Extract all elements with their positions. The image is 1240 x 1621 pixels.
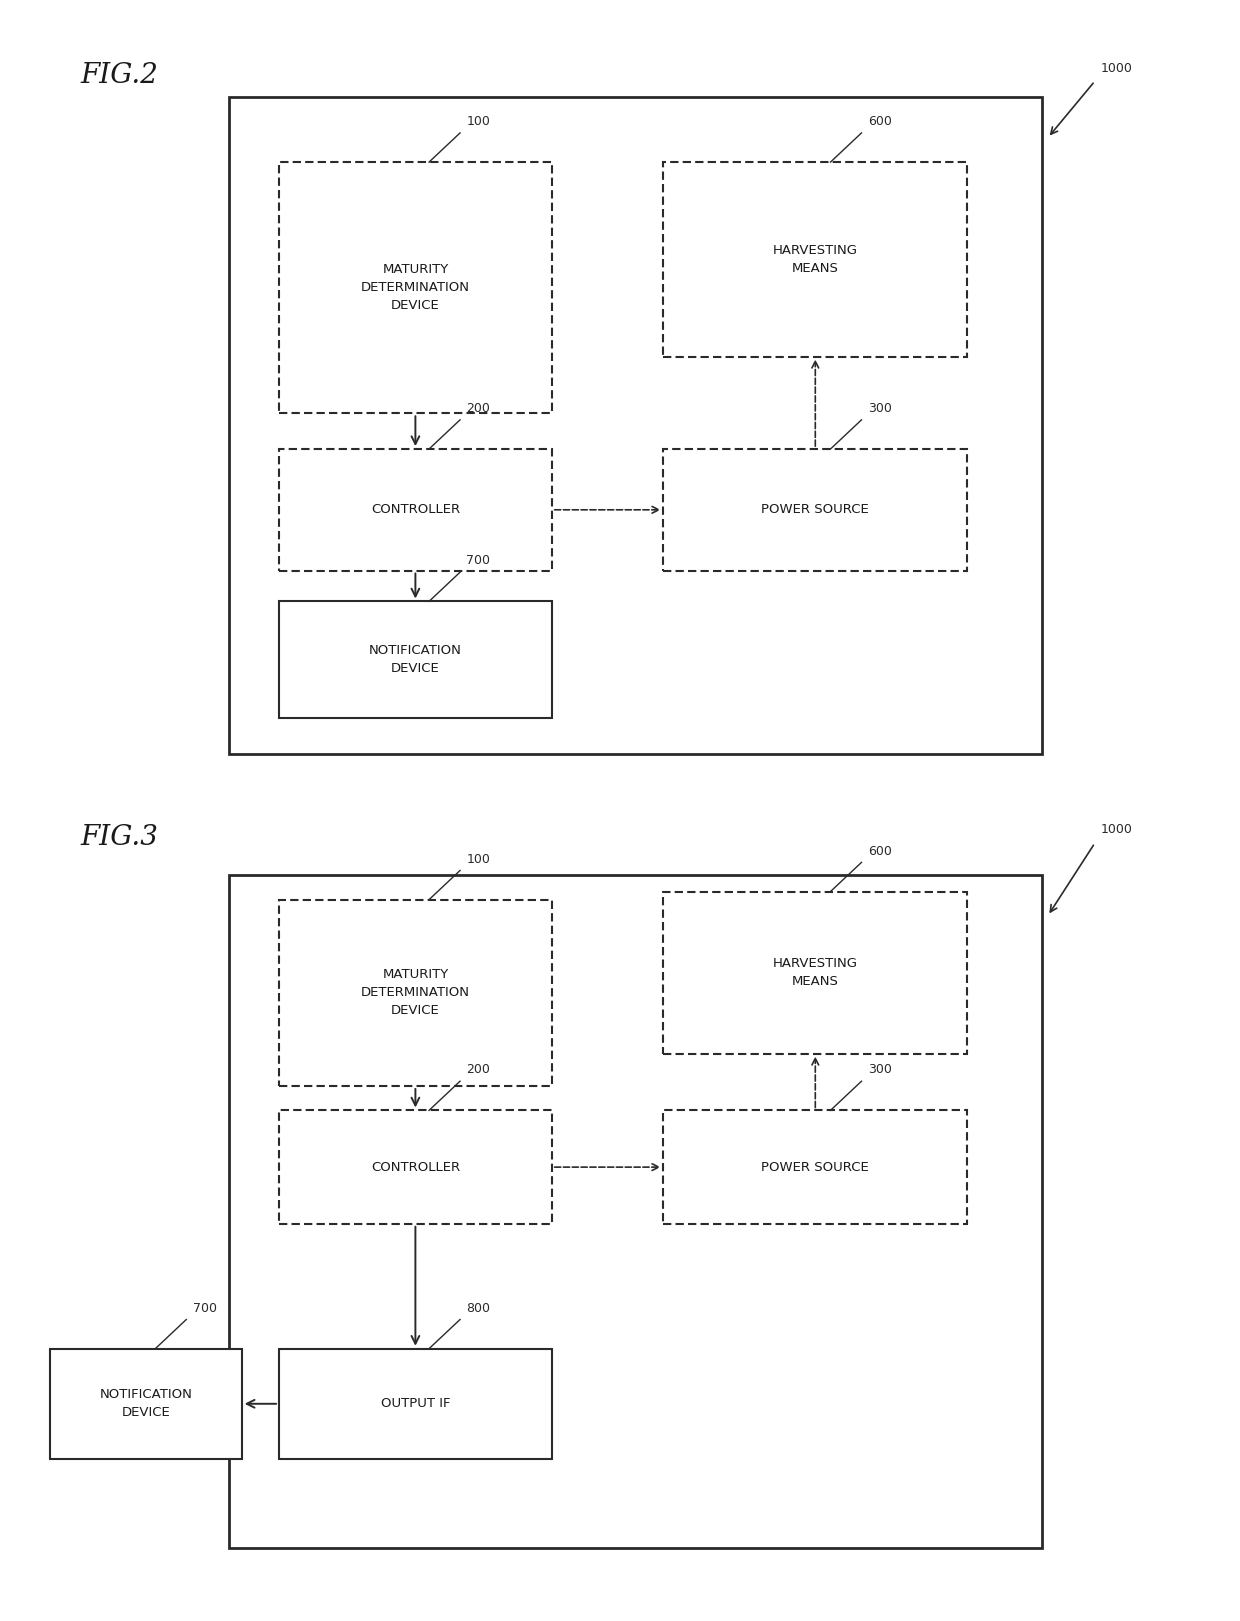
Bar <box>663 162 967 357</box>
Text: NOTIFICATION
DEVICE: NOTIFICATION DEVICE <box>370 644 461 676</box>
Bar <box>229 875 1042 1548</box>
Text: OUTPUT IF: OUTPUT IF <box>381 1397 450 1410</box>
Bar <box>279 449 552 571</box>
Bar <box>279 1349 552 1459</box>
Text: 800: 800 <box>466 1302 490 1315</box>
Text: FIG.3: FIG.3 <box>81 823 159 851</box>
Text: HARVESTING
MEANS: HARVESTING MEANS <box>773 243 858 276</box>
Text: CONTROLLER: CONTROLLER <box>371 503 460 517</box>
Text: POWER SOURCE: POWER SOURCE <box>761 1161 869 1174</box>
Text: 1000: 1000 <box>1101 62 1133 75</box>
Text: 1000: 1000 <box>1101 823 1133 836</box>
Text: NOTIFICATION
DEVICE: NOTIFICATION DEVICE <box>99 1388 192 1420</box>
Text: FIG.2: FIG.2 <box>81 62 159 89</box>
Text: 700: 700 <box>466 554 490 567</box>
Text: 300: 300 <box>868 402 892 415</box>
Text: MATURITY
DETERMINATION
DEVICE: MATURITY DETERMINATION DEVICE <box>361 263 470 313</box>
Bar <box>279 1110 552 1224</box>
Text: 700: 700 <box>192 1302 217 1315</box>
Text: 200: 200 <box>466 1063 490 1076</box>
Text: POWER SOURCE: POWER SOURCE <box>761 503 869 517</box>
Text: 200: 200 <box>466 402 490 415</box>
Text: 600: 600 <box>868 845 892 858</box>
Text: CONTROLLER: CONTROLLER <box>371 1161 460 1174</box>
Text: 100: 100 <box>466 115 490 128</box>
Text: 100: 100 <box>466 853 490 866</box>
Bar <box>663 892 967 1054</box>
Bar <box>663 1110 967 1224</box>
Text: 300: 300 <box>868 1063 892 1076</box>
Bar <box>663 449 967 571</box>
Bar <box>279 601 552 718</box>
Bar <box>229 97 1042 754</box>
Text: 600: 600 <box>868 115 892 128</box>
Bar <box>279 900 552 1086</box>
Text: MATURITY
DETERMINATION
DEVICE: MATURITY DETERMINATION DEVICE <box>361 968 470 1018</box>
Text: HARVESTING
MEANS: HARVESTING MEANS <box>773 956 858 989</box>
Bar <box>279 162 552 413</box>
Bar <box>50 1349 242 1459</box>
